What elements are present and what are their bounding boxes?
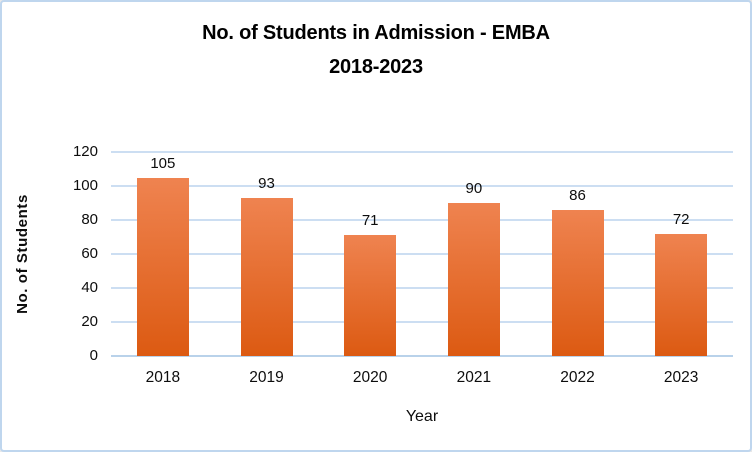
- chart-title: No. of Students in Admission - EMBA 2018…: [2, 16, 750, 84]
- bar-2023: [655, 233, 708, 356]
- x-tick-label-2023: 2023: [663, 369, 699, 386]
- chart-title-line2: 2018-2023: [329, 56, 423, 78]
- x-tick-label-2021: 2021: [456, 369, 492, 386]
- x-tick-label-2018: 2018: [145, 369, 181, 386]
- y-tick-label-120: 120: [72, 143, 98, 160]
- plot-area: [111, 151, 733, 357]
- gridline-y120: [111, 151, 733, 153]
- y-tick-label-40: 40: [81, 279, 98, 296]
- value-label-2023: 72: [672, 210, 690, 228]
- x-tick-label-2022: 2022: [560, 369, 595, 386]
- bar-2022: [551, 209, 604, 356]
- y-tick-label-20: 20: [81, 313, 98, 330]
- chart-title-line1: No. of Students in Admission - EMBA: [202, 22, 550, 44]
- bar-2019: [240, 197, 293, 356]
- value-label-2022: 86: [569, 186, 586, 204]
- y-tick-label-60: 60: [81, 245, 98, 262]
- gridline-y40: [111, 287, 733, 289]
- gridline-y100: [111, 185, 733, 187]
- value-label-2019: 93: [258, 174, 275, 192]
- gridline-y60: [111, 253, 733, 255]
- x-axis-line: [111, 355, 733, 357]
- y-tick-label-100: 100: [72, 177, 98, 194]
- value-label-2021: 90: [465, 180, 483, 197]
- y-tick-label-0: 0: [89, 347, 98, 364]
- bar-2018: [136, 177, 189, 356]
- y-tick-label-80: 80: [81, 211, 98, 228]
- value-label-2020: 71: [361, 212, 379, 230]
- x-tick-label-2019: 2019: [249, 369, 284, 386]
- x-axis-title: Year: [405, 408, 439, 425]
- value-label-2018: 105: [150, 154, 176, 172]
- bar-2021: [447, 203, 500, 356]
- gridline-y80: [111, 219, 733, 221]
- bar-2020: [344, 235, 397, 356]
- x-tick-label-2020: 2020: [352, 369, 388, 386]
- gridline-y20: [111, 321, 733, 323]
